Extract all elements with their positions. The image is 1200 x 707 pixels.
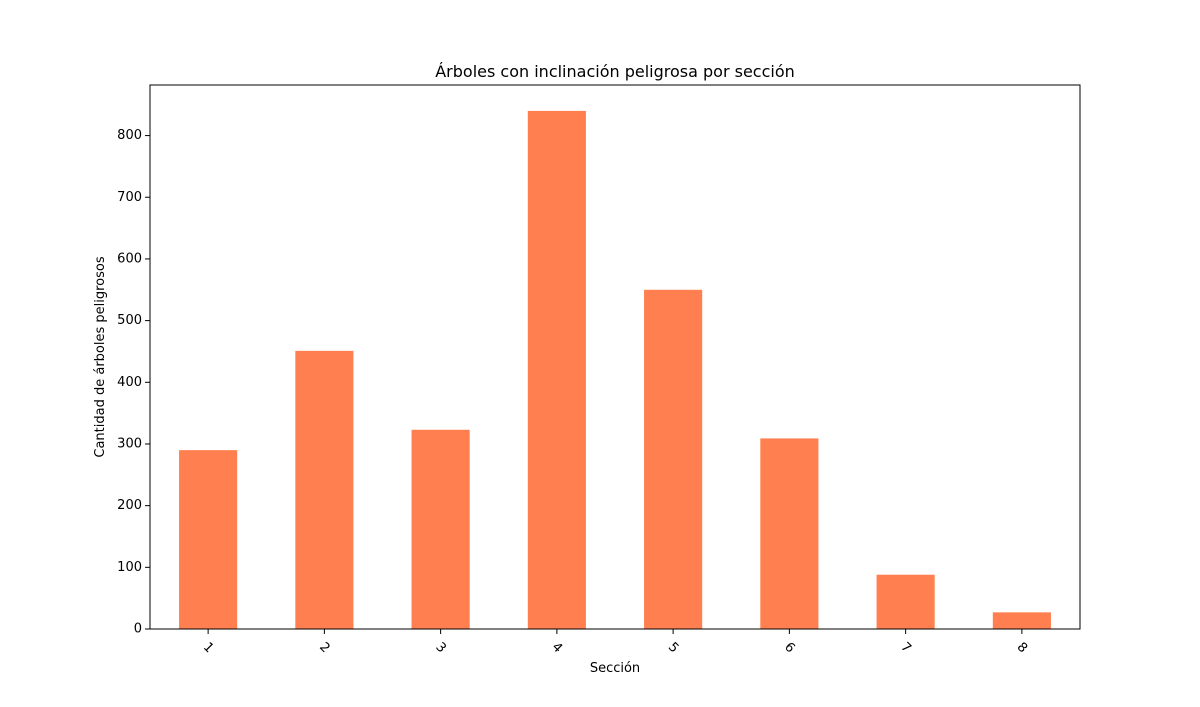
x-tick-label: 4 bbox=[549, 640, 565, 656]
bar-section-5 bbox=[644, 289, 703, 629]
y-tick-label: 400 bbox=[117, 375, 142, 390]
x-tick-label: 8 bbox=[1014, 640, 1030, 656]
x-tick-label: 1 bbox=[200, 640, 216, 656]
x-tick-label: 6 bbox=[781, 640, 797, 656]
bar-section-6 bbox=[760, 438, 819, 629]
x-axis-label: Sección bbox=[590, 661, 640, 676]
bar-section-2 bbox=[295, 350, 354, 629]
x-tick-label: 5 bbox=[665, 640, 681, 656]
y-tick-label: 300 bbox=[117, 436, 142, 451]
y-tick-label: 100 bbox=[117, 560, 142, 575]
y-tick-label: 0 bbox=[134, 622, 142, 637]
plot-area-frame bbox=[149, 84, 1081, 630]
y-axis: 0 100 200 300 400 500 600 700 800 bbox=[117, 128, 150, 637]
bar-section-4 bbox=[527, 110, 586, 629]
x-tick-label: 3 bbox=[432, 640, 448, 656]
x-axis: 1 2 3 4 5 6 7 8 bbox=[200, 629, 1030, 656]
y-tick-label: 800 bbox=[117, 128, 142, 143]
y-tick-label: 500 bbox=[117, 313, 142, 328]
bar-section-7 bbox=[876, 574, 935, 629]
x-tick-label: 7 bbox=[897, 640, 913, 656]
chart-title: Árboles con inclinación peligrosa por se… bbox=[435, 62, 795, 81]
bar-section-3 bbox=[411, 429, 470, 629]
y-tick-label: 700 bbox=[117, 190, 142, 205]
x-tick-label: 2 bbox=[316, 640, 332, 656]
y-tick-label: 600 bbox=[117, 251, 142, 266]
y-axis-label: Cantidad de árboles peligrosos bbox=[93, 256, 108, 457]
bar-section-1 bbox=[179, 450, 238, 629]
bars-group bbox=[179, 110, 1051, 629]
y-tick-label: 200 bbox=[117, 498, 142, 513]
bar-section-8 bbox=[992, 612, 1051, 629]
